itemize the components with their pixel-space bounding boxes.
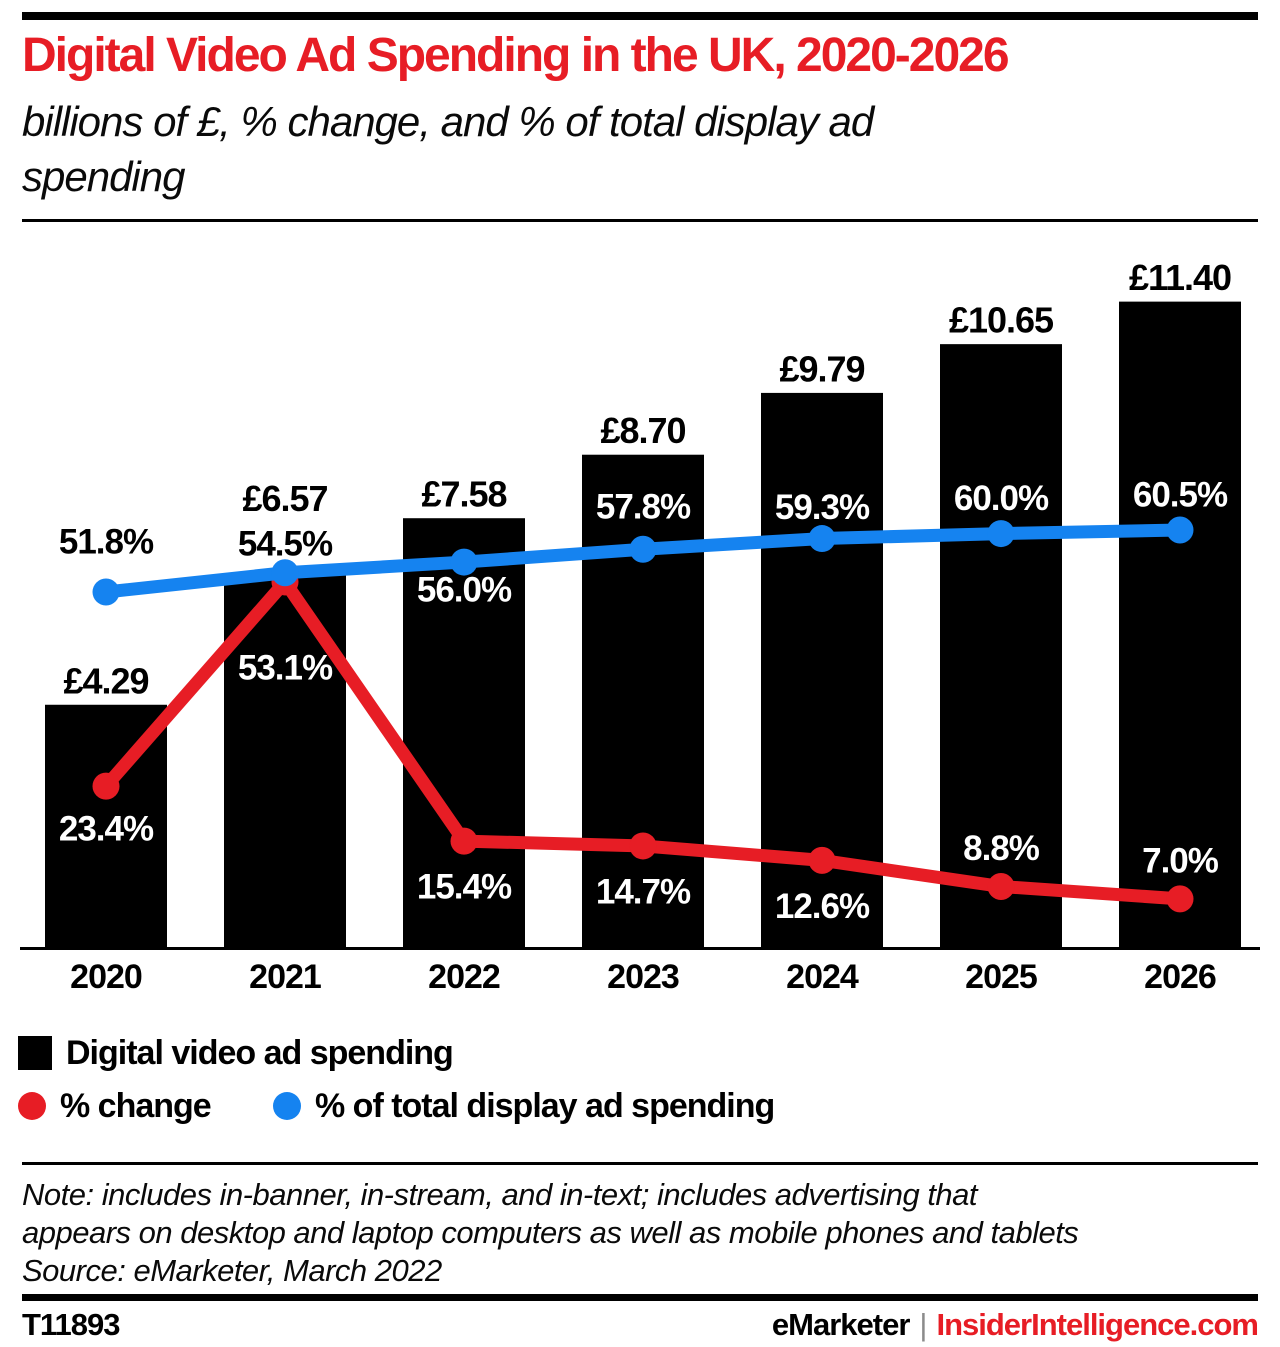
header-divider [22,219,1258,222]
bar-value-label-2026: £11.40 [1129,257,1231,298]
pct-change-dot-2023 [629,832,657,860]
pct-change-dot-2022 [450,827,478,855]
bar-2026 [1119,301,1241,948]
legend-label-pct-of-display: % of total display ad spending [315,1086,775,1125]
pct-of-display-label-2021: 54.5% [238,524,333,563]
bar-value-label-2025: £10.65 [949,300,1054,341]
legend-label-pct-change: % change [60,1086,212,1125]
pct-change-label-2020: 23.4% [59,810,154,849]
pct-change-label-2025: 8.8% [963,829,1040,868]
site-link[interactable]: InsiderIntelligence.com [936,1307,1259,1342]
pct-change-label-2024: 12.6% [775,887,870,926]
bar-value-label-2024: £9.79 [779,348,864,389]
chart-subtitle: billions of £, % change, and % of total … [22,94,1262,204]
pct-change-dot-2026 [1166,885,1194,913]
bar-value-label-2020: £4.29 [63,660,148,701]
note-line1: Note: includes in-banner, in-stream, and… [22,1177,978,1212]
pct-of-display-label-2025: 60.0% [954,479,1049,518]
pct-change-dot-2025 [987,873,1015,900]
footer-brand-group: eMarketer | InsiderIntelligence.com [771,1307,1259,1343]
combo-chart: £4.29 £6.57 £7.58 £8.70 £9.79 £10.65 £11.40 23.… [20,257,1260,996]
note-line2: appears on desktop and laptop computers … [22,1215,1079,1250]
pct-change-label-2021: 53.1% [238,648,333,687]
bar-value-label-2021: £6.57 [242,478,327,519]
pct-of-display-dot-2021 [271,559,299,587]
pct-change-label-2026: 7.0% [1142,841,1219,880]
legend-item-pct-change: % change [18,1087,212,1125]
pct-of-display-dot-2022 [450,548,478,576]
bottom-border-bar [22,1294,1258,1301]
x-axis-label-2026: 2026 [1144,958,1216,996]
note-block: Note: includes in-banner, in-stream, and… [22,1176,1262,1290]
footer-separator: | [919,1307,927,1342]
x-axis-label-2024: 2024 [786,958,859,996]
bar-value-label-2023: £8.70 [600,410,685,451]
x-axis-label-2022: 2022 [428,958,500,996]
x-axis-line [20,947,1260,950]
blue-dot-icon [273,1092,301,1120]
pct-of-display-dot-2025 [987,520,1015,548]
pct-of-display-dot-2023 [629,535,657,563]
bar-2025 [940,344,1062,948]
pct-of-display-label-2026: 60.5% [1133,476,1228,515]
pct-of-display-dot-2026 [1166,516,1194,544]
bar-value-label-2022: £7.58 [421,474,506,515]
pct-of-display-label-2024: 59.3% [775,488,870,527]
legend-item-bar: Digital video ad spending [18,1033,454,1072]
legend-item-pct-of-display: % of total display ad spending [273,1087,775,1125]
pct-change-dot-2020 [92,772,120,800]
chart-subtitle-line2: spending [22,153,185,200]
x-axis-label-2025: 2025 [965,958,1037,996]
chart-subtitle-line1: billions of £, % change, and % of total … [22,98,874,145]
x-axis-label-2023: 2023 [607,958,679,996]
pct-of-display-label-2022: 56.0% [417,571,512,610]
x-axis-label-2020: 2020 [70,958,142,996]
note-divider [22,1162,1258,1165]
pct-of-display-dot-2020 [92,578,120,606]
pct-change-label-2023: 14.7% [596,872,691,911]
bar-2022 [403,518,525,948]
x-axis-label-2021: 2021 [249,958,321,996]
pct-change-dot-2024 [808,846,836,874]
chart-id: T11893 [22,1307,120,1342]
pct-of-display-label-2023: 57.8% [596,488,691,527]
bar-swatch-icon [18,1036,52,1070]
legend-label-bar: Digital video ad spending [66,1033,454,1072]
pct-change-label-2022: 15.4% [417,868,512,907]
red-dot-icon [18,1092,46,1120]
pct-of-display-label-2020: 51.8% [59,523,154,562]
top-border-bar [22,12,1258,20]
brand-emarketer: eMarketer [771,1307,910,1342]
source-line: Source: eMarketer, March 2022 [22,1253,442,1288]
chart-title: Digital Video Ad Spending in the UK, 202… [22,29,1010,82]
pct-of-display-dot-2024 [808,525,836,553]
